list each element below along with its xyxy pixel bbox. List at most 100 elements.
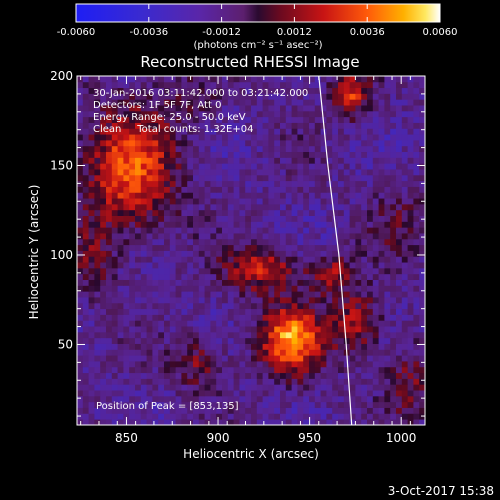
heatmap-cell xyxy=(361,297,368,304)
heatmap-cell xyxy=(181,221,188,228)
heatmap-cell xyxy=(274,244,281,251)
heatmap-cell xyxy=(303,186,310,193)
heatmap-cell xyxy=(309,87,316,94)
heatmap-cell xyxy=(233,116,240,123)
heatmap-cell xyxy=(285,198,292,205)
heatmap-cell xyxy=(100,221,107,228)
heatmap-cell xyxy=(309,244,316,251)
heatmap-cell xyxy=(152,279,159,286)
heatmap-cell xyxy=(82,238,89,246)
heatmap-cell xyxy=(77,238,84,246)
heatmap-cell xyxy=(326,337,333,344)
heatmap-cell xyxy=(361,203,368,211)
heatmap-cell xyxy=(94,186,101,193)
heatmap-cell xyxy=(326,151,333,158)
heatmap-cell xyxy=(169,331,176,339)
heatmap-cell xyxy=(210,366,217,374)
heatmap-cell xyxy=(372,198,379,205)
heatmap-cell xyxy=(367,349,374,356)
heatmap-cell xyxy=(88,267,95,275)
heatmap-cell xyxy=(332,291,339,298)
heatmap-cell xyxy=(407,413,414,420)
heatmap-cell xyxy=(349,81,356,89)
heatmap-cell xyxy=(216,361,223,368)
heatmap-cell xyxy=(82,209,89,216)
heatmap-cell xyxy=(314,233,321,240)
heatmap-cell xyxy=(175,250,182,257)
heatmap-cell xyxy=(140,209,147,216)
heatmap-cell xyxy=(227,337,234,344)
heatmap-cell xyxy=(181,128,188,135)
heatmap-cell xyxy=(227,93,234,100)
heatmap-cell xyxy=(256,192,263,199)
heatmap-cell xyxy=(372,81,379,89)
heatmap-cell xyxy=(320,157,327,164)
heatmap-cell xyxy=(413,198,420,205)
heatmap-cell xyxy=(396,139,403,147)
heatmap-cell xyxy=(274,163,281,170)
heatmap-cell xyxy=(314,186,321,193)
heatmap-cell xyxy=(384,419,391,425)
heatmap-cell xyxy=(198,390,205,397)
heatmap-cell xyxy=(94,291,101,298)
heatmap-cell xyxy=(390,331,397,339)
heatmap-cell xyxy=(332,349,339,356)
heatmap-cell xyxy=(268,134,275,141)
heatmap-cell xyxy=(355,238,362,246)
heatmap-cell xyxy=(175,407,182,414)
heatmap-cell xyxy=(181,116,188,123)
heatmap-cell xyxy=(100,366,107,374)
heatmap-cell xyxy=(117,151,124,158)
heatmap-cell xyxy=(314,128,321,135)
heatmap-cell xyxy=(210,302,217,310)
heatmap-cell xyxy=(355,198,362,205)
heatmap-cell xyxy=(251,390,258,397)
heatmap-cell xyxy=(355,378,362,385)
heatmap-cell xyxy=(164,110,171,118)
heatmap-cell xyxy=(88,169,95,176)
heatmap-cell xyxy=(222,279,229,286)
heatmap-cell xyxy=(396,337,403,344)
heatmap-cell xyxy=(390,395,397,403)
heatmap-cell xyxy=(198,395,205,403)
heatmap-cell xyxy=(82,244,89,251)
heatmap-cell xyxy=(314,215,321,222)
heatmap-cell xyxy=(274,262,281,269)
heatmap-cell xyxy=(164,256,171,263)
heatmap-cell xyxy=(222,87,229,94)
heatmap-cell xyxy=(82,151,89,158)
heatmap-cell xyxy=(100,285,107,292)
heatmap-cell xyxy=(274,291,281,298)
heatmap-cell xyxy=(77,250,84,257)
heatmap-cell xyxy=(187,215,194,222)
heatmap-cell xyxy=(94,198,101,205)
heatmap-cell xyxy=(187,227,194,234)
heatmap-cell xyxy=(285,99,292,106)
heatmap-cell xyxy=(111,366,118,374)
heatmap-cell xyxy=(193,320,200,327)
heatmap-cell xyxy=(320,169,327,176)
heatmap-cell xyxy=(280,256,287,263)
heatmap-cell xyxy=(245,110,252,118)
heatmap-cell xyxy=(378,384,385,391)
heatmap-cell xyxy=(239,157,246,164)
heatmap-cell xyxy=(140,99,147,106)
heatmap-cell xyxy=(343,174,350,182)
heatmap-cell xyxy=(204,285,211,292)
heatmap-cell xyxy=(268,395,275,403)
heatmap-cell xyxy=(187,395,194,403)
heatmap-cell xyxy=(367,273,374,280)
heatmap-cell xyxy=(77,390,84,397)
heatmap-cell xyxy=(413,145,420,153)
heatmap-cell xyxy=(146,87,153,94)
heatmap-cell xyxy=(140,302,147,310)
heatmap-cell xyxy=(129,395,136,403)
heatmap-cell xyxy=(169,139,176,147)
heatmap-cell xyxy=(256,361,263,368)
heatmap-cell xyxy=(210,157,217,164)
heatmap-cell xyxy=(297,267,304,275)
heatmap-cell xyxy=(309,361,316,368)
heatmap-cell xyxy=(146,285,153,292)
heatmap-cell xyxy=(285,291,292,298)
